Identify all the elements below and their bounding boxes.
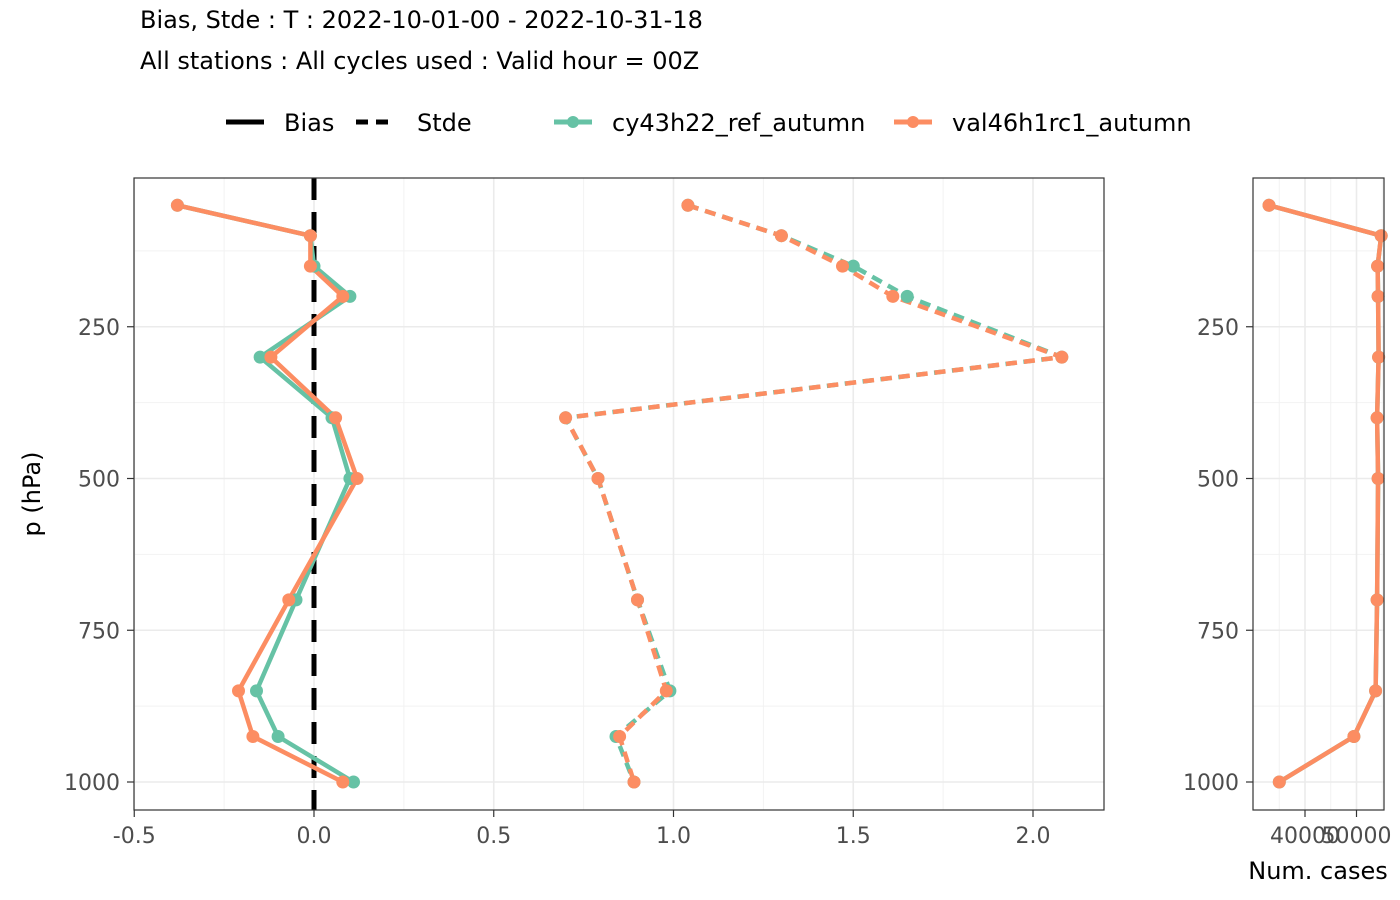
bias-stde-panel-background bbox=[134, 178, 1104, 810]
num-cases-point-val46h1rc1-autumn bbox=[1370, 593, 1384, 607]
chart-title: Bias, Stde : T : 2022-10-01-00 - 2022-10… bbox=[140, 6, 703, 34]
bias-stde-y-tick-label: 500 bbox=[78, 468, 120, 493]
legend-stde-label: Stde bbox=[417, 109, 472, 137]
chart-subtitle: All stations : All cycles used : Valid h… bbox=[140, 47, 699, 75]
bias-stde-point-val46h1rc1-autumn-bias bbox=[303, 259, 317, 273]
num-cases-point-val46h1rc1-autumn bbox=[1347, 730, 1361, 743]
bias-stde-panel-border bbox=[133, 177, 1105, 811]
bias-stde-point-val46h1rc1-autumn-bias bbox=[282, 593, 296, 607]
num-cases-panel-border bbox=[1252, 177, 1385, 811]
bias-stde-panel: -0.5 0.0 0.5 1.0 1.5 2.0 250 500 750 1000 p (hPa) bbox=[18, 177, 1105, 849]
bias-stde-axes: -0.5 0.0 0.5 1.0 1.5 2.0 250 500 750 1000 bbox=[64, 316, 1051, 849]
num-cases-x-tick-label: 50000 bbox=[1322, 824, 1392, 849]
num-cases-point-val46h1rc1-autumn bbox=[1371, 259, 1385, 273]
legend-series-val46h1rc1-label: val46h1rc1_autumn bbox=[952, 109, 1192, 137]
bias-stde-point-val46h1rc1-autumn-bias bbox=[303, 229, 317, 243]
bias-stde-x-tick-label: 2.0 bbox=[1016, 824, 1051, 849]
num-cases-y-tick-label: 1000 bbox=[1183, 771, 1239, 796]
bias-stde-x-tick-label: 1.5 bbox=[836, 824, 871, 849]
bias-stde-point-cy43h22-ref-autumn-bias bbox=[253, 350, 267, 364]
num-cases-point-val46h1rc1-autumn bbox=[1374, 229, 1388, 243]
num-cases-y-tick-label: 750 bbox=[1197, 619, 1239, 644]
num-cases-marks bbox=[1262, 198, 1388, 789]
bias-stde-point-val46h1rc1-autumn-stde bbox=[559, 411, 573, 425]
bias-stde-point-cy43h22-ref-autumn-bias bbox=[250, 684, 263, 698]
bias-stde-point-val46h1rc1-autumn-stde bbox=[613, 730, 627, 743]
bias-stde-x-tick-label: 0.0 bbox=[297, 824, 332, 849]
bias-stde-point-val46h1rc1-autumn-stde bbox=[659, 684, 673, 698]
num-cases-panel-background bbox=[1253, 178, 1384, 810]
bias-stde-point-val46h1rc1-autumn-bias bbox=[350, 472, 364, 485]
bias-stde-y-tick-label: 250 bbox=[78, 316, 120, 341]
legend-series-cy43h22-marker bbox=[567, 116, 579, 128]
bias-stde-point-val46h1rc1-autumn-stde bbox=[1055, 350, 1069, 364]
num-cases-gridlines bbox=[1253, 178, 1384, 810]
legend: Bias Stde cy43h22_ref_autumn val46h1rc1_… bbox=[226, 109, 1192, 137]
num-cases-point-val46h1rc1-autumn bbox=[1371, 472, 1385, 485]
bias-stde-point-val46h1rc1-autumn-stde bbox=[627, 775, 641, 789]
bias-stde-point-val46h1rc1-autumn-stde bbox=[836, 259, 849, 273]
bias-stde-marks bbox=[170, 198, 1069, 789]
bias-stde-point-val46h1rc1-autumn-bias bbox=[232, 684, 245, 698]
num-cases-y-tick-label: 250 bbox=[1197, 316, 1239, 341]
bias-stde-point-val46h1rc1-autumn-bias bbox=[264, 350, 278, 364]
num-cases-point-val46h1rc1-autumn bbox=[1262, 198, 1276, 212]
bias-stde-y-tick-label: 750 bbox=[78, 619, 120, 644]
legend-series-val46h1rc1-marker bbox=[907, 116, 919, 128]
bias-stde-point-cy43h22-ref-autumn-stde bbox=[846, 259, 860, 273]
bias-stde-y-tick-label: 1000 bbox=[64, 771, 120, 796]
bias-stde-point-val46h1rc1-autumn-bias bbox=[246, 730, 260, 743]
num-cases-point-val46h1rc1-autumn bbox=[1369, 684, 1383, 698]
bias-stde-point-val46h1rc1-autumn-stde bbox=[774, 229, 788, 243]
num-cases-point-val46h1rc1-autumn bbox=[1370, 411, 1384, 425]
bias-stde-point-val46h1rc1-autumn-bias bbox=[170, 198, 184, 212]
bias-stde-point-val46h1rc1-autumn-stde bbox=[681, 198, 695, 212]
y-axis-title: p (hPa) bbox=[18, 452, 46, 537]
legend-bias-label: Bias bbox=[284, 109, 334, 137]
bias-stde-point-cy43h22-ref-autumn-bias bbox=[347, 775, 360, 789]
bias-stde-point-val46h1rc1-autumn-stde bbox=[591, 472, 605, 485]
bias-stde-point-cy43h22-ref-autumn-bias bbox=[271, 730, 285, 743]
bias-stde-x-tick-label: -0.5 bbox=[113, 824, 156, 849]
num-cases-point-val46h1rc1-autumn bbox=[1272, 775, 1286, 789]
num-cases-point-val46h1rc1-autumn bbox=[1372, 350, 1386, 364]
bias-stde-point-cy43h22-ref-autumn-stde bbox=[900, 289, 914, 303]
x-axis-title-num-cases: Num. cases bbox=[1248, 857, 1387, 885]
num-cases-x-tick-label: 40000 bbox=[1270, 824, 1340, 849]
bias-stde-point-val46h1rc1-autumn-stde bbox=[886, 289, 900, 303]
bias-stde-point-val46h1rc1-autumn-stde bbox=[631, 593, 644, 607]
num-cases-point-val46h1rc1-autumn bbox=[1371, 289, 1385, 303]
legend-series-cy43h22-label: cy43h22_ref_autumn bbox=[612, 109, 865, 137]
bias-stde-x-tick-label: 0.5 bbox=[476, 824, 511, 849]
bias-stde-point-val46h1rc1-autumn-bias bbox=[336, 289, 350, 303]
bias-stde-point-val46h1rc1-autumn-bias bbox=[329, 411, 343, 425]
num-cases-y-tick-label: 500 bbox=[1197, 468, 1239, 493]
bias-stde-x-tick-label: 1.0 bbox=[656, 824, 691, 849]
bias-stde-point-val46h1rc1-autumn-bias bbox=[336, 775, 350, 789]
